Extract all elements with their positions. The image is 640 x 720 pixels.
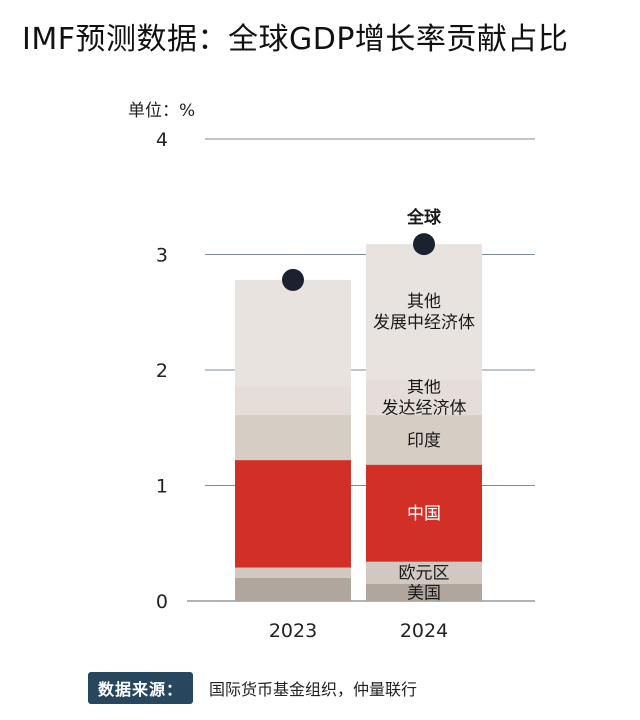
y-tick-label-2: 2 <box>156 360 168 382</box>
segment-label-其他发展中经济体: 发展中经济体 <box>373 313 475 333</box>
y-tick-label-1: 1 <box>156 476 168 498</box>
segment-label-欧元区: 欧元区 <box>399 564 450 584</box>
bar-segment-其他发达经济体-2024 <box>366 379 482 416</box>
source-text: 国际货币基金组织，仲量联行 <box>209 680 418 699</box>
bar-segment-中国-2024 <box>366 464 482 562</box>
y-tick-label-3: 3 <box>156 245 168 267</box>
bar-segment-印度-2024 <box>366 415 482 465</box>
segment-label-中国: 中国 <box>407 504 441 524</box>
segment-label-其他发达经济体: 发达经济体 <box>382 399 467 419</box>
segment-label-美国: 美国 <box>407 583 441 603</box>
bar-segment-美国-2024 <box>366 583 482 601</box>
bar-segment-其他发展中经济体-2023 <box>235 279 351 387</box>
y-tick-label-4: 4 <box>156 129 168 151</box>
bar-segment-美国-2023 <box>235 577 351 601</box>
bar-segment-其他发达经济体-2023 <box>235 386 351 416</box>
y-tick-label-0: 0 <box>156 591 168 613</box>
global-marker-label: 全球 <box>406 207 442 228</box>
bar-segment-欧元区-2024 <box>366 561 482 584</box>
segment-label-其他发展中经济体: 其他 <box>407 292 441 312</box>
x-tick-label-2023: 2023 <box>269 620 317 642</box>
bar-segment-其他发展中经济体-2024 <box>366 244 482 380</box>
global-marker-2024 <box>413 233 435 256</box>
global-marker-2023 <box>282 268 304 291</box>
bar-segment-印度-2023 <box>235 415 351 461</box>
x-tick-label-2024: 2024 <box>400 620 448 642</box>
segment-label-其他发达经济体: 其他 <box>407 378 441 398</box>
segment-label-印度: 印度 <box>407 431 441 451</box>
bar-segment-中国-2023 <box>235 460 351 568</box>
bar-segment-欧元区-2023 <box>235 567 351 578</box>
source-line: 数据来源： 国际货币基金组织，仲量联行 <box>88 672 417 704</box>
y-axis-unit-label: 单位：% <box>128 101 196 121</box>
source-label: 数据来源： <box>88 672 194 704</box>
chart-title: IMF预测数据：全球GDP增长率贡献占比 <box>22 22 569 57</box>
